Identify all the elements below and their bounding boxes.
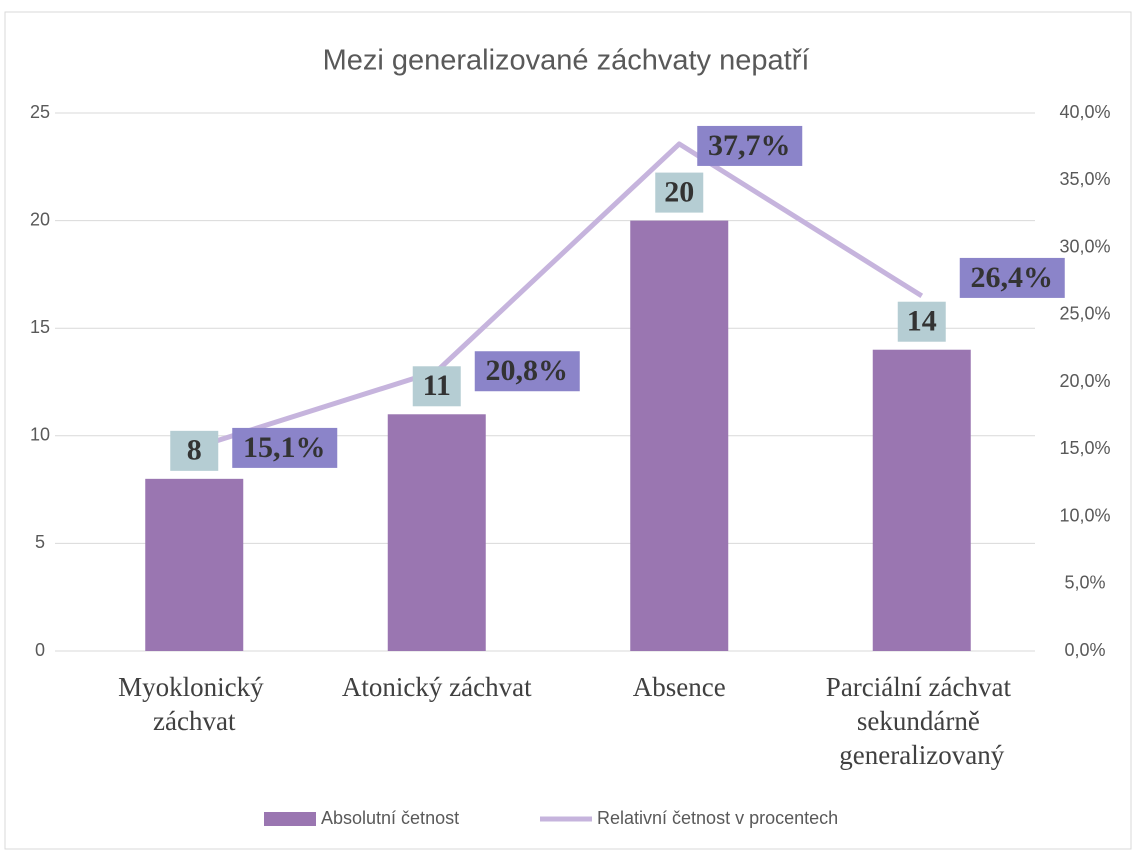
y2-tick-label: 40,0% [1059, 102, 1110, 122]
data-label: 11 [423, 369, 451, 402]
data-label-box [959, 257, 1065, 298]
y-tick-label: 5 [35, 532, 45, 552]
data-label-box [897, 301, 946, 342]
y2-tick-label: 35,0% [1059, 169, 1110, 189]
bar [630, 220, 729, 651]
legend-label: Relativní četnost v procentech [597, 808, 838, 828]
data-label: 20 [664, 175, 694, 208]
y-tick-label: 0 [35, 640, 45, 660]
bar [872, 349, 971, 651]
data-label: 8 [187, 434, 202, 467]
data-label-box [474, 351, 580, 392]
data-label: 37,7% [708, 129, 791, 162]
data-label-box [697, 125, 803, 166]
chart-title: Mezi generalizované záchvaty nepatří [323, 45, 810, 77]
data-label: 15,1% [243, 431, 326, 464]
y2-tick-label: 5,0% [1064, 573, 1105, 593]
y-tick-label: 15 [30, 317, 50, 337]
bar [145, 478, 244, 651]
y2-tick-label: 0,0% [1064, 640, 1105, 660]
line [193, 141, 924, 451]
legend-swatch [264, 812, 316, 826]
data-label-box [170, 430, 219, 471]
y2-tick-label: 20,0% [1059, 371, 1110, 391]
y2-tick-label: 25,0% [1059, 304, 1110, 324]
legend-label: Absolutní četnost [321, 808, 459, 828]
data-label-box [232, 427, 338, 468]
x-tick-label: Atonický záchvat [342, 672, 532, 702]
y-tick-label: 25 [30, 102, 50, 122]
y2-tick-label: 30,0% [1059, 236, 1110, 256]
data-label: 14 [907, 305, 937, 338]
y2-tick-label: 10,0% [1059, 505, 1110, 525]
data-label-box [655, 172, 704, 213]
x-tick-label: Absence [633, 672, 726, 702]
bar [387, 414, 486, 651]
x-tick-label: Myoklonický záchvat [118, 672, 270, 736]
x-tick-label: Parciální záchvat sekundárně generalizov… [826, 672, 1018, 770]
data-label: 20,8% [486, 354, 569, 387]
data-label-box [412, 366, 461, 407]
y2-tick-label: 15,0% [1059, 438, 1110, 458]
y-tick-label: 20 [30, 209, 50, 229]
y-tick-label: 10 [30, 425, 50, 445]
data-label: 26,4% [971, 261, 1054, 294]
